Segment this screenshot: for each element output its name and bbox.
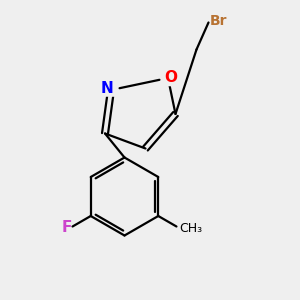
Text: Br: Br — [210, 14, 227, 28]
Text: F: F — [62, 220, 72, 236]
Text: N: N — [101, 81, 114, 96]
Text: CH₃: CH₃ — [179, 221, 202, 235]
Text: O: O — [164, 70, 177, 86]
